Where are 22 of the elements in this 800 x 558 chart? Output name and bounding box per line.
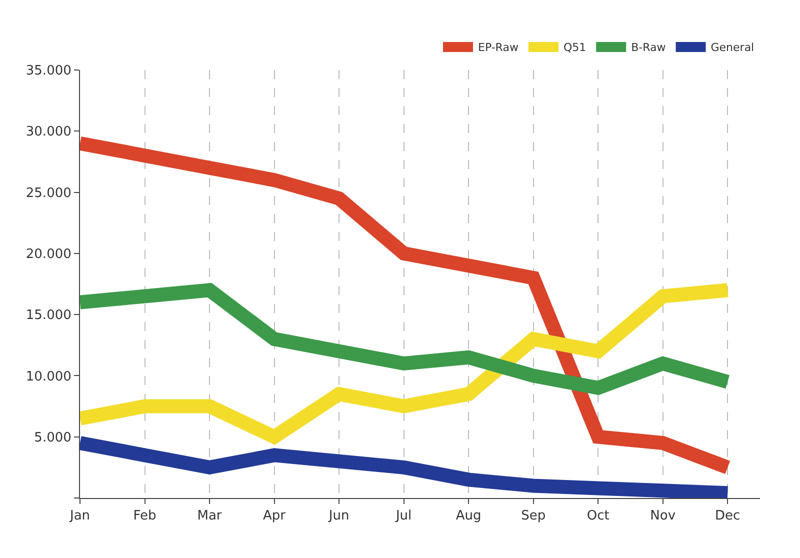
y-tick-label: 20.000 bbox=[26, 246, 72, 262]
x-tick-label: Sep bbox=[521, 508, 546, 524]
y-tick-label: 30.000 bbox=[26, 124, 72, 140]
legend-label: B-Raw bbox=[631, 41, 666, 54]
x-tick-label: Jul bbox=[394, 508, 412, 524]
x-tick-label: Oct bbox=[586, 508, 610, 524]
x-tick-label: Nov bbox=[650, 508, 676, 524]
legend-label: EP-Raw bbox=[478, 41, 518, 54]
y-tick-label: 5.000 bbox=[34, 430, 72, 446]
x-tick-label: Jun bbox=[328, 508, 350, 524]
x-tick-label: Mar bbox=[197, 508, 222, 524]
x-tick-label: Dec bbox=[715, 508, 740, 524]
y-tick-label: 10.000 bbox=[26, 369, 72, 384]
legend-label: Q51 bbox=[563, 41, 586, 54]
x-tick-label: Feb bbox=[133, 508, 156, 524]
legend-label: General bbox=[710, 41, 754, 54]
y-tick-label: 25.000 bbox=[26, 186, 72, 201]
x-tick-label: Apr bbox=[263, 508, 286, 524]
x-tick-label: Aug bbox=[456, 508, 482, 524]
y-tick-label: 35.000 bbox=[26, 64, 72, 79]
x-tick-label: Jan bbox=[68, 508, 90, 524]
y-tick-label: 15.000 bbox=[26, 308, 72, 324]
